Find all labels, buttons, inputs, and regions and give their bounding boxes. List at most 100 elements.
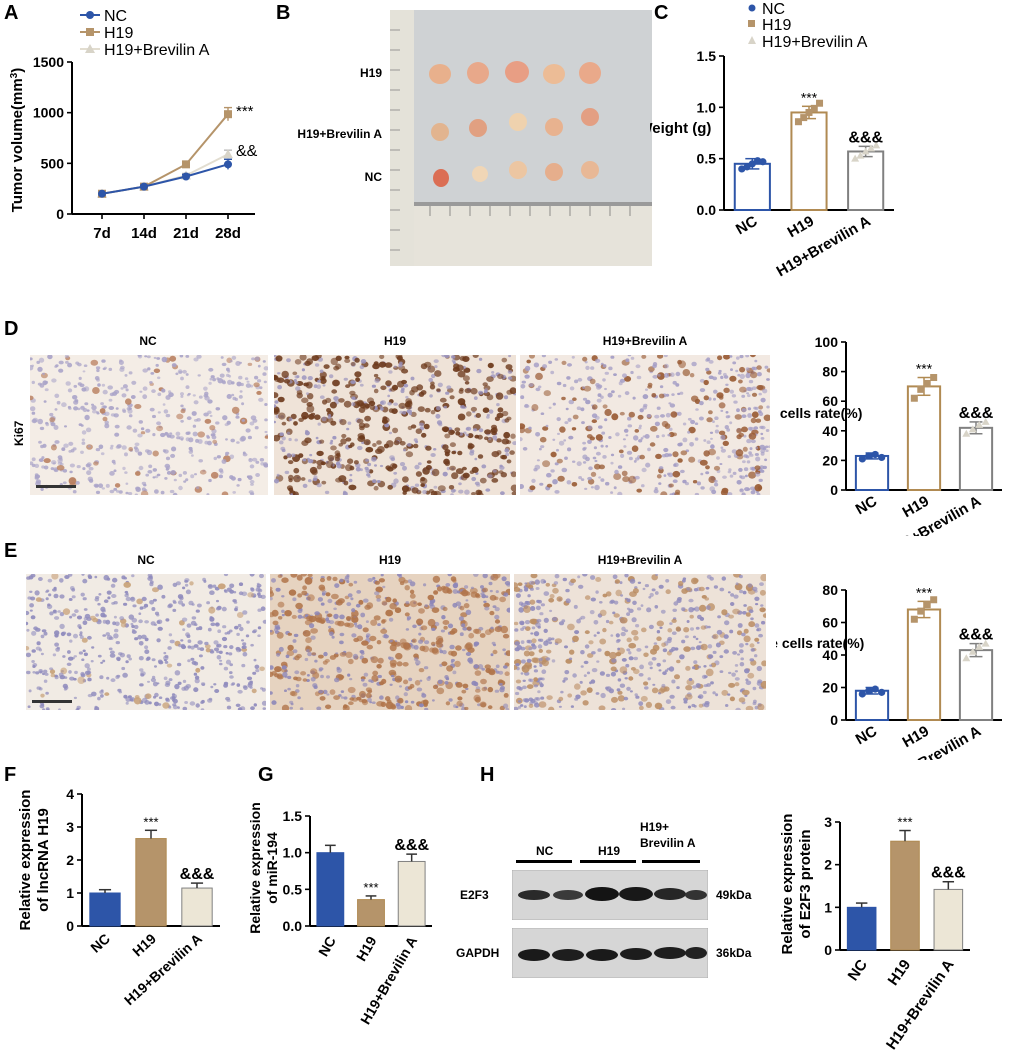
ihc-e-image-brevilin xyxy=(514,574,766,710)
y-tick-label: 2 xyxy=(824,857,832,873)
series-line xyxy=(101,163,229,195)
y-tick-label: 1.0 xyxy=(697,99,717,115)
significance-label: *** xyxy=(363,880,378,895)
significance-label: &&& xyxy=(931,865,966,882)
ihc-e-image-nc xyxy=(26,574,266,710)
legend-label: H19+Brevilin A xyxy=(104,42,210,59)
western-blot: NC H19 H19+ Brevilin A E2F3 GAPDH 49kDa … xyxy=(456,800,776,990)
y-tick-label: 0 xyxy=(830,482,838,498)
x-category-label: NC xyxy=(733,213,760,239)
significance-label: &&& xyxy=(180,866,215,883)
data-point xyxy=(923,601,931,609)
bar xyxy=(135,838,167,927)
data-point xyxy=(865,452,873,460)
x-tick-label: 21d xyxy=(173,225,199,242)
legend-marker xyxy=(86,11,94,19)
data-point xyxy=(917,607,925,615)
data-point xyxy=(878,453,886,462)
data-point xyxy=(930,374,938,382)
x-tick-label: 7d xyxy=(93,225,111,242)
y-tick-label: 40 xyxy=(822,423,838,439)
panel-letter-c: C xyxy=(654,2,669,24)
x-tick-label: 28d xyxy=(215,225,241,242)
panel-letter-d: D xyxy=(4,318,19,340)
x-category-label: NC xyxy=(853,493,880,519)
data-point xyxy=(878,688,886,696)
x-category-label: H19 xyxy=(885,957,915,989)
ihc-e-image-h19 xyxy=(270,574,510,710)
data-point xyxy=(851,154,860,162)
x-category-label: NC xyxy=(845,956,871,984)
data-point xyxy=(871,450,879,459)
blot-e2f3-strip xyxy=(512,870,708,920)
data-point xyxy=(182,160,190,169)
data-point xyxy=(981,639,990,647)
data-point xyxy=(866,144,875,152)
y-tick-label: 80 xyxy=(822,364,838,380)
data-point xyxy=(872,141,881,149)
y-axis-label: Ki67 positive cells rate(%) xyxy=(776,405,862,421)
data-point xyxy=(856,151,865,159)
photo-row-label-h19-brevilin: H19+Brevilin A xyxy=(297,127,382,141)
significance-label: *** xyxy=(916,361,933,377)
panel-letter-e: E xyxy=(4,540,18,562)
significance-label: &&& xyxy=(959,627,994,644)
y-tick-label: 0 xyxy=(56,206,64,222)
significance-label: *** xyxy=(897,815,912,830)
bar xyxy=(906,385,942,491)
ihc-d-col-label-h19: H19 xyxy=(383,334,406,348)
mir-194-bar-chart: 0.00.51.01.5NC***H19&&&H19+Brevilin ARel… xyxy=(247,802,432,1027)
y-axis-label: Tumor volume(mm3) xyxy=(9,68,27,212)
data-point xyxy=(743,163,751,171)
y-tick-label: 60 xyxy=(822,615,838,631)
blot-group-h19-brevilin-line1: H19+ xyxy=(640,820,670,834)
y-axis-label: of lncRNA H19 xyxy=(35,808,52,912)
data-point xyxy=(962,429,971,437)
significance-label: *** xyxy=(143,814,158,829)
x-category-label: H19 xyxy=(900,723,932,751)
panel-letter-b: B xyxy=(276,2,291,24)
data-point xyxy=(975,642,984,650)
data-point xyxy=(930,596,938,604)
data-point xyxy=(923,379,931,387)
significance-label: && xyxy=(236,143,258,160)
ihc-d-row-label: Ki67 xyxy=(12,420,26,446)
e2f3-bar-chart: 0 20 40 60 80 NC *** H19 &&& H19+Brevilin A E2F3 p… xyxy=(776,582,1002,760)
blot-group-underline-brevilin xyxy=(642,860,700,863)
y-tick-label: 0 xyxy=(830,712,838,728)
blot-gapdh-strip xyxy=(512,928,708,978)
x-category-label: NC xyxy=(315,934,339,960)
blot-group-h19: H19 xyxy=(598,844,621,858)
y-tick-label: 1 xyxy=(66,885,74,901)
data-point xyxy=(981,417,990,425)
legend-label: NC xyxy=(762,1,785,18)
y-tick-label: 20 xyxy=(822,452,838,468)
y-tick-label: 1.0 xyxy=(283,845,303,861)
ihc-d-image-brevilin xyxy=(520,355,770,495)
panel-letter-g: G xyxy=(258,764,274,786)
y-tick-label: 1000 xyxy=(33,105,64,121)
x-category-label: H19+Brevilin A xyxy=(774,213,874,281)
significance-label: *** xyxy=(801,89,818,105)
photo-row-label-h19: H19 xyxy=(359,66,382,80)
ki67-bar-chart: 0 20 40 60 80 100 NC *** H19 &&& H19+Brevilin A Ki6… xyxy=(776,334,1002,536)
y-tick-label: 1.5 xyxy=(697,48,717,64)
x-category-label: NC xyxy=(853,723,880,749)
data-point xyxy=(748,160,756,168)
data-point xyxy=(805,108,813,116)
data-point xyxy=(224,110,232,119)
ihc-d-col-label-brevilin: H19+Brevilin A xyxy=(602,334,688,348)
y-tick-label: 0.5 xyxy=(283,881,303,897)
ihc-e-col-label-brevilin: H19+Brevilin A xyxy=(597,553,683,567)
y-axis-label: Relative expression xyxy=(247,802,263,934)
legend-marker xyxy=(748,4,756,12)
ihc-d-image-h19 xyxy=(274,355,516,495)
y-tick-label: 40 xyxy=(822,647,838,663)
y-axis-label: E2F3 positive cells rate(%) xyxy=(776,635,864,651)
data-point xyxy=(98,189,106,198)
x-category-label: NC xyxy=(87,930,113,955)
y-tick-label: 100 xyxy=(815,334,839,350)
tumor-weight-bar-chart: 0.0 0.5 1.0 1.5 NC *** H19 &&& H19+Brevilin A Tum… xyxy=(650,1,894,281)
blot-group-nc: NC xyxy=(536,844,554,858)
y-tick-label: 80 xyxy=(822,582,838,598)
